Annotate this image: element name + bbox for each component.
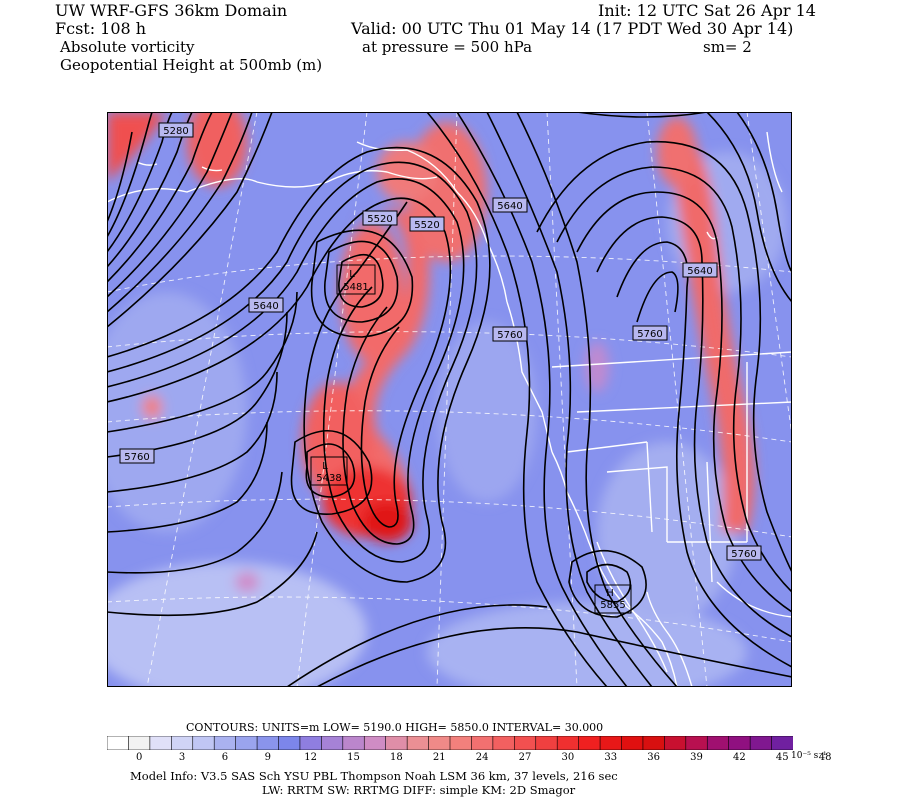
colorbar-swatch [514, 736, 537, 750]
high-value: 5855 [600, 600, 625, 611]
colorbar-tick: 18 [390, 752, 403, 763]
colorbar-swatch [107, 736, 130, 750]
colorbar-tick: 48 [818, 752, 832, 763]
colorbar-tick: 42 [733, 752, 746, 763]
colorbar-swatch [685, 736, 708, 750]
contour-label: 5760 [492, 326, 528, 342]
svg-text:5760: 5760 [731, 549, 756, 560]
low-value: 5481 [343, 282, 368, 293]
colorbar-swatch [621, 736, 644, 750]
colorbar-swatch [321, 736, 344, 750]
contour-label: 5640 [492, 197, 528, 213]
low-symbol: L [349, 269, 355, 280]
field-label-vorticity: Absolute vorticity [60, 38, 195, 56]
contour-label: 5640 [248, 297, 284, 313]
colorbar-tick: 30 [561, 752, 575, 763]
coastlines [107, 131, 792, 687]
model-info-line2: LW: RRTM SW: RRTMG DIFF: simple KM: 2D S… [262, 783, 576, 797]
colorbar-swatch [449, 736, 473, 750]
model-info-line1: Model Info: V3.5 SAS Sch YSU PBL Thompso… [130, 769, 618, 783]
svg-text:5520: 5520 [367, 214, 392, 225]
colorbar [107, 736, 793, 750]
svg-text:5280: 5280 [163, 126, 188, 137]
contour-label: 5520 [409, 216, 445, 232]
colorbar-swatch [556, 736, 580, 750]
weather-map: L 5481 L 5438 H 5855 5280 5520 5520 5640… [107, 112, 792, 687]
colorbar-tick: 36 [647, 752, 661, 763]
colorbar-tick: 45 [775, 752, 789, 763]
colorbar-swatch [771, 736, 793, 750]
contour-labels: 5280 5520 5520 5640 5640 5640 5760 5760 … [119, 122, 762, 561]
colorbar-swatch [749, 736, 773, 750]
colorbar-tick: 21 [432, 752, 446, 763]
contour-label: 5760 [726, 545, 762, 561]
colorbar-swatch [128, 736, 151, 750]
colorbar-tick: 27 [518, 752, 532, 763]
contour-label: 5280 [158, 122, 194, 138]
colorbar-swatch [428, 736, 451, 750]
svg-text:5760: 5760 [637, 329, 662, 340]
colorbar-swatch [535, 736, 558, 750]
svg-text:5520: 5520 [414, 220, 439, 231]
colorbar-swatch [706, 736, 730, 750]
colorbar-tick: 6 [221, 752, 229, 763]
contours-info: CONTOURS: UNITS=m LOW= 5190.0 HIGH= 5850… [186, 721, 604, 734]
high-symbol: H [606, 588, 614, 599]
colorbar-tick: 9 [264, 752, 271, 763]
low-symbol: L [322, 461, 328, 472]
low-center-lower: L 5438 [310, 456, 348, 486]
colorbar-swatch [213, 736, 237, 750]
colorbar-swatch [492, 736, 515, 750]
pressure-level: at pressure = 500 hPa [362, 38, 533, 56]
smoothing-label: sm= 2 [703, 38, 752, 56]
forecast-hour: Fcst: 108 h [55, 19, 147, 38]
colorbar-tick: 15 [347, 752, 360, 763]
colorbar-unit: 10⁻⁵ s⁻¹ [791, 751, 827, 761]
contour-label: 5520 [362, 210, 398, 226]
low-value: 5438 [316, 473, 341, 484]
colorbar-swatch [385, 736, 408, 750]
colorbar-swatch [342, 736, 365, 750]
colorbar-tick: 39 [690, 752, 703, 763]
colorbar-swatch [642, 736, 665, 750]
colorbar-swatch [299, 736, 322, 750]
chart-title: UW WRF-GFS 36km Domain [55, 1, 288, 20]
valid-time: Valid: 00 UTC Thu 01 May 14 (17 PDT Wed … [351, 19, 794, 38]
svg-text:5760: 5760 [497, 330, 522, 341]
colorbar-swatch [664, 736, 687, 750]
pressure-centers: L 5481 L 5438 H 5855 [310, 264, 632, 614]
svg-text:5640: 5640 [253, 301, 278, 312]
colorbar-swatch [192, 736, 215, 750]
map-frame [107, 112, 792, 687]
colorbar-swatch [149, 736, 172, 750]
svg-text:5760: 5760 [124, 452, 149, 463]
colorbar-tick: 12 [304, 752, 318, 763]
colorbar-swatch [278, 736, 301, 750]
field-label-height: Geopotential Height at 500mb (m) [60, 56, 323, 74]
colorbar-tick: 0 [135, 752, 143, 763]
colorbar-swatch [235, 736, 258, 750]
contour-label: 5760 [119, 448, 155, 464]
contour-label: 5760 [632, 325, 668, 341]
height-contours [107, 112, 792, 687]
high-center: H 5855 [594, 584, 632, 614]
contour-label: 5640 [682, 262, 718, 278]
init-time: Init: 12 UTC Sat 26 Apr 14 [598, 1, 816, 20]
colorbar-swatch [363, 736, 387, 750]
colorbar-swatch [578, 736, 601, 750]
colorbar-swatch [599, 736, 623, 750]
colorbar-tick: 3 [178, 752, 186, 763]
svg-text:5640: 5640 [687, 266, 712, 277]
colorbar-tick: 33 [604, 752, 618, 763]
colorbar-swatch [471, 736, 494, 750]
svg-text:5640: 5640 [497, 201, 522, 212]
colorbar-swatch [256, 736, 280, 750]
colorbar-swatch [728, 736, 751, 750]
colorbar-swatch [171, 736, 194, 750]
colorbar-tick: 24 [475, 752, 489, 763]
low-center-upper: L 5481 [336, 264, 376, 295]
colorbar-swatch [406, 736, 430, 750]
